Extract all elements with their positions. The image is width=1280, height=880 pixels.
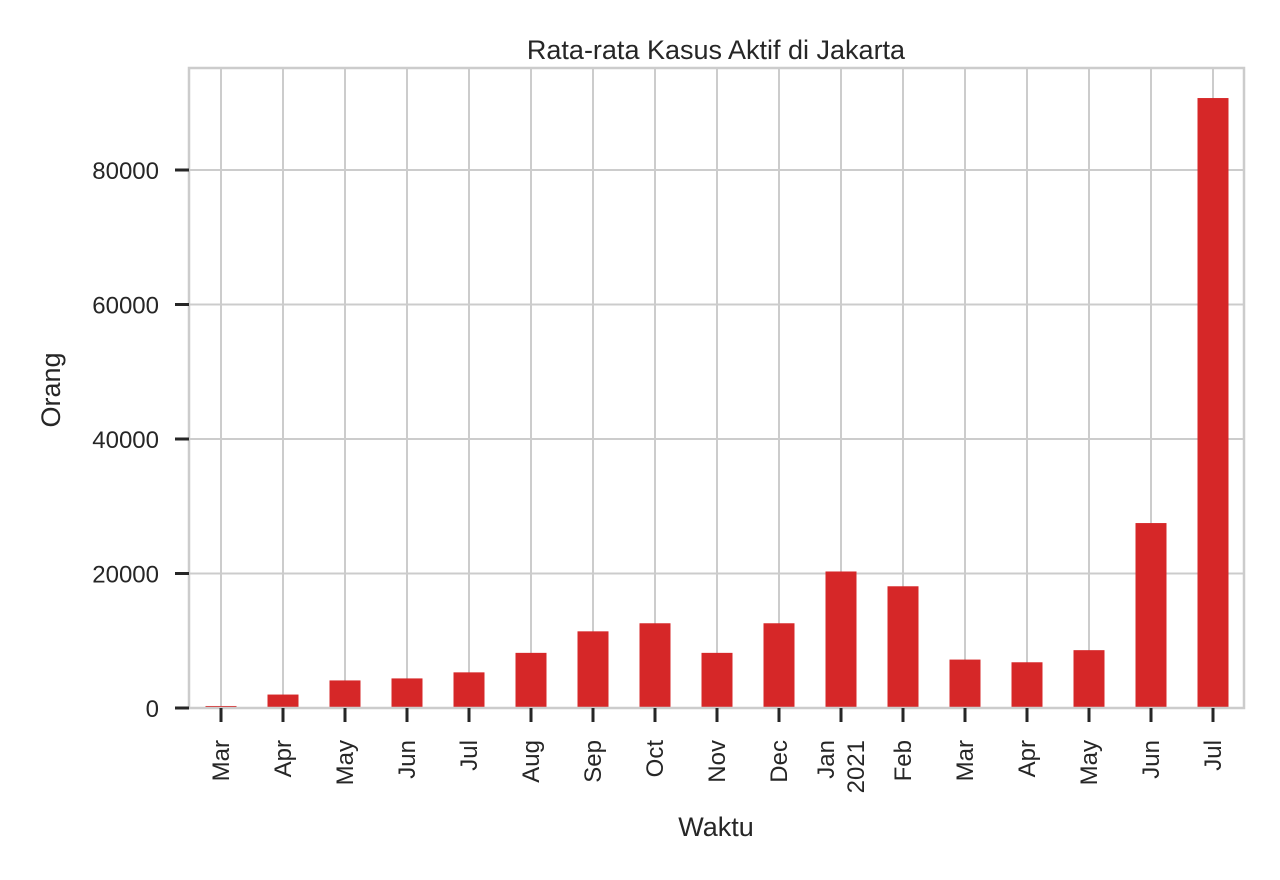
- bar: [701, 652, 733, 708]
- y-tick-label: 40000: [92, 427, 159, 454]
- y-tick-label: 0: [146, 696, 159, 723]
- bar: [639, 623, 671, 708]
- y-axis-ticks: 0 20000 40000 60000 80000: [92, 158, 189, 723]
- bar: [949, 659, 981, 708]
- y-tick-label: 60000: [92, 293, 159, 320]
- x-tick-label: May: [1076, 740, 1103, 785]
- x-tick-label: May: [332, 740, 359, 785]
- bar: [577, 631, 609, 708]
- bar: [1197, 98, 1229, 709]
- bar: [1135, 523, 1167, 708]
- bar: [1011, 662, 1043, 708]
- bars: [205, 98, 1229, 709]
- x-tick-label: Jun: [1138, 740, 1165, 779]
- bar: [763, 623, 795, 708]
- x-tick-label: Aug: [518, 740, 545, 783]
- x-tick-label: Jul: [1200, 740, 1227, 771]
- bar: [825, 571, 857, 708]
- y-axis-label: Orang: [36, 352, 66, 427]
- bar: [453, 672, 485, 708]
- x-tick-label: Apr: [270, 740, 297, 777]
- bar: [515, 652, 547, 708]
- x-tick-label: Nov: [704, 740, 731, 783]
- x-tick-label: Mar: [208, 740, 235, 781]
- x-tick-label: Feb: [890, 740, 917, 781]
- x-tick-label: Jan: [813, 740, 840, 779]
- y-tick-label: 80000: [92, 158, 159, 185]
- bar: [267, 694, 299, 708]
- x-tick-label: 2021: [843, 740, 870, 793]
- x-tick-label: Jul: [456, 740, 483, 771]
- x-tick-label: Apr: [1014, 740, 1041, 777]
- x-axis-label: Waktu: [678, 812, 754, 842]
- bar: [391, 678, 423, 708]
- y-tick-label: 20000: [92, 562, 159, 589]
- bar: [887, 586, 919, 708]
- x-axis-ticks: Mar Apr May Jun Jul Aug Sep Oct Nov Dec Jan 2021 Feb…: [208, 708, 1227, 793]
- bar: [329, 680, 361, 708]
- chart-title: Rata-rata Kasus Aktif di Jakarta: [527, 35, 906, 65]
- x-tick-label: Jun: [394, 740, 421, 779]
- bar: [1073, 650, 1105, 708]
- x-tick-label: Sep: [580, 740, 607, 783]
- grid-lines: [189, 68, 1244, 709]
- x-tick-label: Oct: [642, 740, 669, 778]
- x-tick-label: Mar: [952, 740, 979, 781]
- x-tick-label: Dec: [766, 740, 793, 783]
